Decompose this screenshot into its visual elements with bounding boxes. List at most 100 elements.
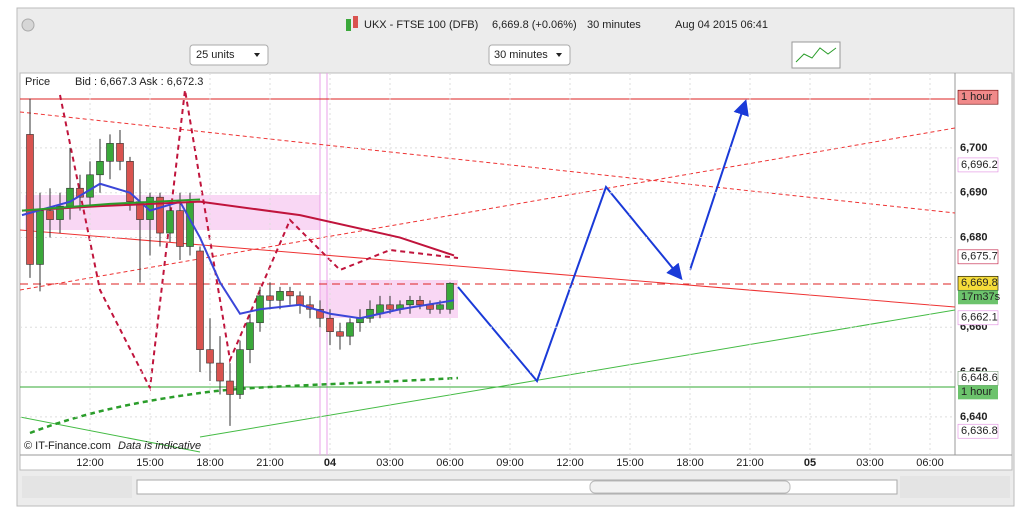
candle-body [196, 250, 204, 350]
chart-frame [19, 72, 1013, 471]
y-tick-label: 6,690 [960, 187, 988, 199]
bid-ask: Bid : 6,667.3 Ask : 6,672.3 [75, 76, 203, 88]
x-tick-label: 12:00 [556, 457, 584, 469]
candle-body [436, 304, 444, 310]
stochastic-line [29, 376, 459, 435]
candle-body [166, 210, 174, 234]
candle-body [266, 295, 274, 301]
candle-body [296, 295, 304, 306]
zoom-buttons[interactable] [900, 476, 1010, 498]
y-tick-label: 6,680 [960, 231, 988, 243]
price-badge [957, 423, 999, 439]
x-tick-label: 15:00 [616, 457, 644, 469]
indicator-icon [795, 47, 837, 63]
price-badge [957, 157, 999, 173]
candle-body [126, 161, 134, 202]
period-select[interactable]: 30 minutes [488, 44, 571, 66]
x-tick-label: 09:00 [496, 457, 524, 469]
x-tick-label: 05 [804, 457, 816, 469]
price-badge-sub: 1 hour [961, 386, 993, 398]
candle-body [326, 317, 334, 333]
candle-body [106, 143, 114, 162]
candle-body [286, 291, 294, 297]
plot-area [20, 73, 955, 455]
x-tick-label: 21:00 [256, 457, 284, 469]
price-badge-label: 6,636.8 [961, 425, 998, 437]
symbol-icon [346, 19, 351, 31]
forecast-arrow [689, 99, 749, 271]
candle-body [206, 349, 214, 364]
candle-body [346, 322, 354, 337]
candle-body [216, 362, 224, 382]
price-badge [958, 290, 998, 305]
price-badge-label: 6,648.6 [961, 372, 998, 384]
candle-body [26, 134, 34, 265]
candle-body [66, 187, 74, 207]
indicator-button[interactable] [791, 41, 841, 69]
candle-body [246, 322, 254, 350]
symbol-icon [353, 16, 358, 28]
x-tick-label: 06:00 [436, 457, 464, 469]
x-tick-label: 18:00 [196, 457, 224, 469]
candle-body [36, 210, 44, 265]
disclaimer: Data is indicative [118, 440, 201, 452]
price-badge-label: 6,662.1 [961, 312, 998, 324]
x-tick-label: 21:00 [736, 457, 764, 469]
candle-body [446, 282, 454, 310]
candle-body [276, 291, 284, 301]
candle-body [116, 143, 124, 162]
moving-average [21, 182, 455, 320]
candle-body [366, 308, 374, 319]
scroll-thumb[interactable] [589, 480, 791, 494]
x-tick-label: 18:00 [676, 457, 704, 469]
trend-line [20, 416, 201, 453]
trend-line [20, 229, 955, 308]
trend-line [199, 309, 955, 438]
datetime: Aug 04 2015 06:41 [675, 19, 768, 31]
price-badge [958, 385, 998, 400]
trend-line [20, 111, 955, 214]
candle-body [236, 349, 244, 395]
candle-body [46, 210, 54, 220]
price-badge [957, 89, 999, 105]
tool-buttons[interactable] [22, 476, 132, 498]
y-tick-label: 6,700 [960, 142, 988, 154]
price-label: Price [25, 76, 50, 88]
period-value: 30 minutes [494, 49, 548, 61]
copyright: © IT-Finance.com [24, 440, 111, 452]
x-tick-label: 03:00 [856, 457, 884, 469]
moving-average [21, 200, 455, 257]
price-badge-label: 6,696.2 [961, 159, 998, 171]
x-tick-label: 12:00 [76, 457, 104, 469]
price-badge-label: 6,675.7 [961, 251, 998, 263]
candle-body [156, 196, 164, 234]
x-tick-label: 15:00 [136, 457, 164, 469]
y-tick-label: 6,640 [960, 411, 988, 423]
interval: 30 minutes [587, 19, 641, 31]
units-value: 25 units [196, 49, 235, 61]
candle-body [316, 308, 324, 319]
price-badge [957, 249, 999, 265]
price-badge-sub: 17m37s [961, 291, 1001, 303]
close-button[interactable] [21, 18, 35, 32]
stochastic-line [59, 89, 459, 392]
x-tick-label: 03:00 [376, 457, 404, 469]
candle-body [226, 380, 234, 395]
price-badge-label: 1 hour [961, 91, 993, 103]
candle-body [386, 304, 394, 310]
price-badge [957, 310, 999, 326]
candle-body [336, 331, 344, 337]
forecast-arrow [457, 184, 683, 383]
moving-average [21, 198, 201, 212]
price-badge-label: 6,669.8 [961, 277, 998, 289]
x-tick-label: 04 [324, 457, 337, 469]
symbol: UKX - FTSE 100 (DFB) [364, 19, 478, 31]
candle-body [96, 161, 104, 176]
units-select[interactable]: 25 units [189, 44, 269, 66]
x-tick-label: 06:00 [916, 457, 944, 469]
candle-body [406, 300, 414, 306]
candle-body [86, 174, 94, 198]
candle-body [56, 205, 64, 220]
